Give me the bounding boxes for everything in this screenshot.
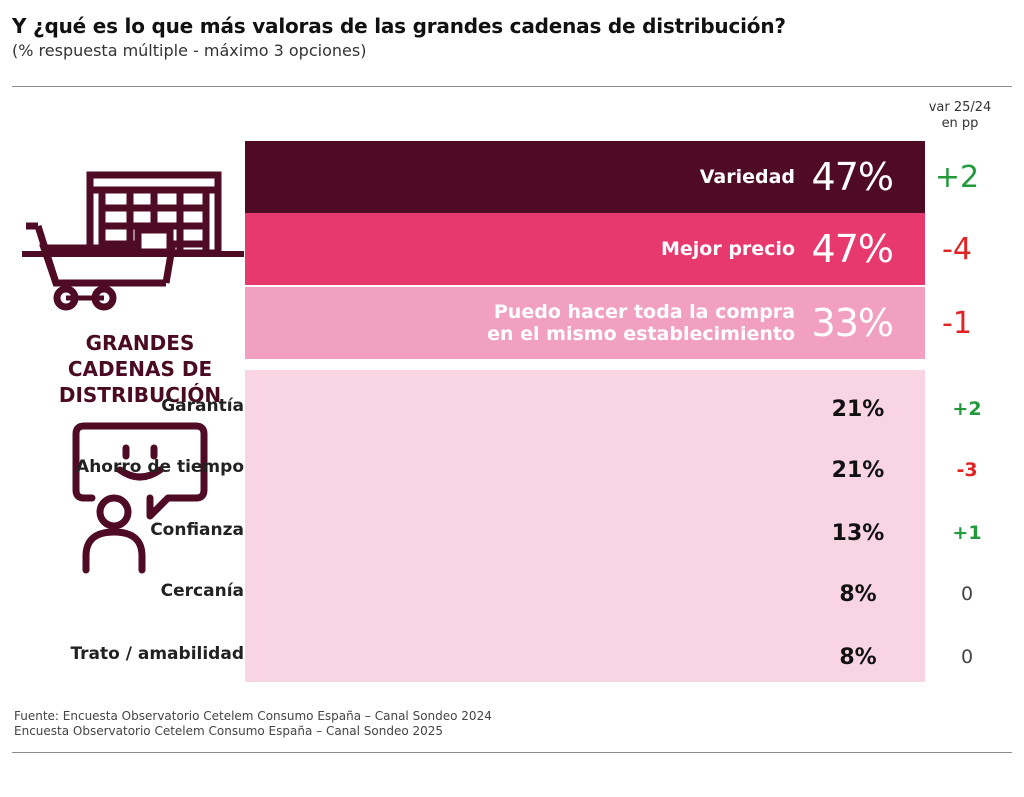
row-toda-la-compra: Puedo hacer toda la compra en el mismo e… [245, 287, 925, 359]
row-label-garantia: Garantía [161, 396, 244, 416]
row-label-line2: en el mismo establecimiento [487, 323, 795, 345]
happy-customer-chat-icon [72, 422, 208, 574]
row-label-line1: Mejor precio [660, 238, 795, 260]
row-value: 33% [811, 301, 894, 345]
source-line-2: Encuesta Observatorio Cetelem Consumo Es… [14, 724, 444, 738]
row-var-confianza: +1 [952, 522, 982, 544]
row-label: Puedo hacer toda la compra en el mismo e… [487, 287, 795, 359]
category-line-1: GRANDES [85, 331, 195, 355]
row-var: -4 [942, 231, 972, 267]
row-value: 47% [811, 227, 894, 271]
row-label-cercania: Cercanía [160, 581, 244, 601]
category-line-2: CADENAS DE [67, 357, 213, 381]
row-var-garantia: +2 [952, 398, 982, 420]
row-mejor-precio: Mejor precio 47% [245, 213, 925, 285]
row-value-ahorro: 21% [831, 457, 885, 483]
other-answers-block [245, 370, 925, 682]
var-column-header: var 25/24 en pp [918, 100, 1002, 132]
source-line-1: Fuente: Encuesta Observatorio Cetelem Co… [14, 709, 492, 723]
bottom-divider [12, 752, 1012, 753]
row-var-trato: 0 [960, 646, 974, 668]
row-label-line1: Puedo hacer toda la compra [493, 301, 795, 323]
row-label-confianza: Confianza [150, 520, 244, 540]
top-divider [12, 86, 1012, 87]
row-variedad: Variedad 47% [245, 141, 925, 213]
row-value-trato: 8% [839, 644, 877, 670]
row-value-cercania: 8% [839, 581, 877, 607]
var-header-line2: en pp [941, 116, 979, 131]
row-value-confianza: 13% [831, 520, 885, 546]
row-var: +2 [934, 159, 980, 195]
var-header-line1: var 25/24 [928, 100, 992, 115]
row-var: -1 [942, 305, 972, 341]
chart-title: Y ¿qué es lo que más valoras de las gran… [12, 14, 786, 38]
row-label: Variedad [700, 141, 795, 213]
category-label: GRANDES CADENAS DE DISTRIBUCIÓN [40, 330, 240, 408]
source-footnote: Fuente: Encuesta Observatorio Cetelem Co… [14, 709, 492, 739]
row-value: 47% [811, 155, 894, 199]
row-label-trato: Trato / amabilidad [70, 644, 244, 664]
category-line-3: DISTRIBUCIÓN [58, 383, 222, 407]
row-label-ahorro: Ahorro de tiempo [76, 457, 244, 477]
row-value-garantia: 21% [831, 396, 885, 422]
shopping-cart-icon [22, 171, 244, 311]
row-label-line1: Variedad [699, 166, 795, 188]
row-var-ahorro: -3 [956, 459, 978, 481]
row-var-cercania: 0 [960, 583, 974, 605]
row-label: Mejor precio [661, 213, 795, 285]
chart-subtitle: (% respuesta múltiple - máximo 3 opcione… [12, 41, 367, 60]
